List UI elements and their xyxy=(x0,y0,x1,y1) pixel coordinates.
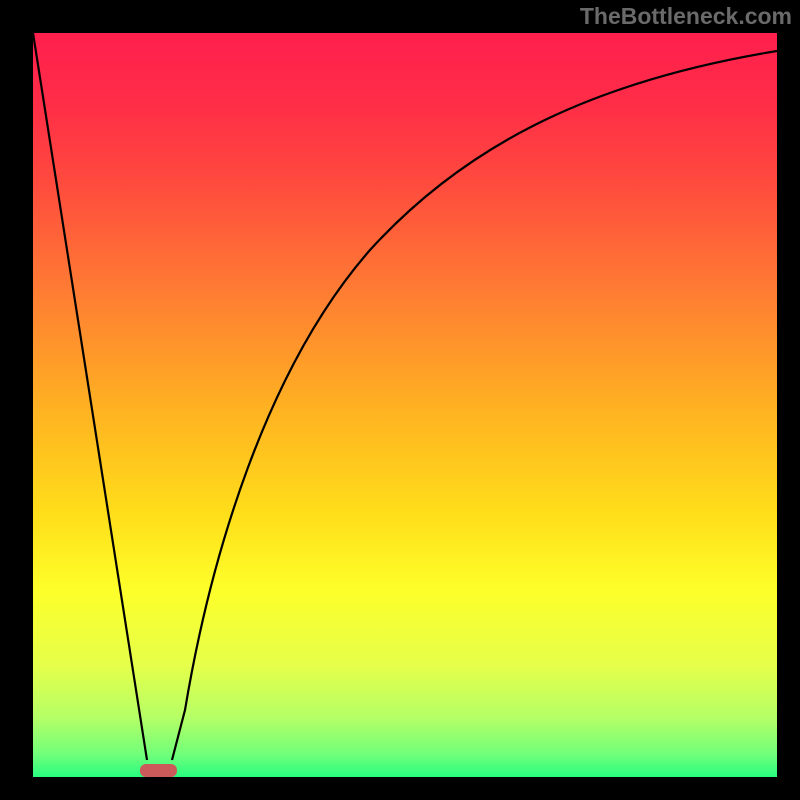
chart-container: TheBottleneck.com xyxy=(0,0,800,800)
watermark-text: TheBottleneck.com xyxy=(580,3,792,30)
marker-pill xyxy=(140,764,177,777)
gradient-background xyxy=(33,33,777,777)
plot-svg xyxy=(33,33,777,777)
plot-area xyxy=(33,33,777,777)
